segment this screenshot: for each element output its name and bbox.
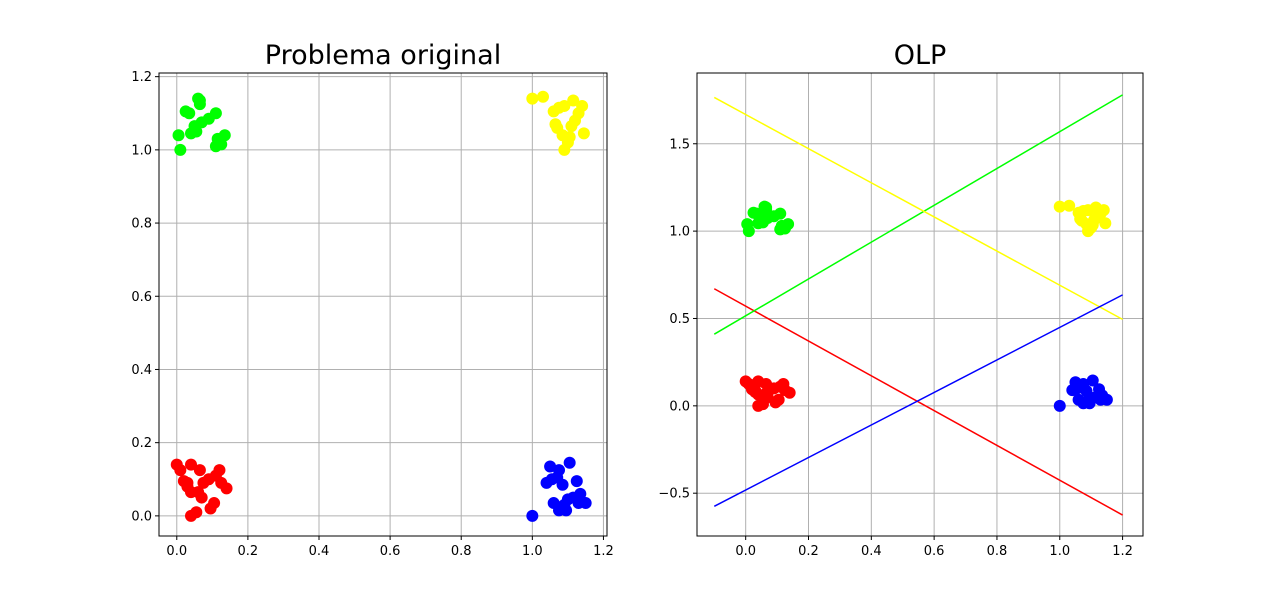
- data-point: [1075, 381, 1088, 394]
- data-point: [193, 464, 206, 477]
- data-point: [783, 386, 796, 399]
- data-point: [560, 504, 573, 517]
- data-point: [209, 107, 222, 120]
- data-point: [760, 201, 773, 214]
- chart-title: Problema original: [265, 40, 501, 71]
- x-tick-label: 0.2: [798, 544, 819, 559]
- decision-line: [713, 294, 1123, 507]
- x-tick-label: 0.4: [861, 544, 882, 559]
- data-point: [220, 482, 233, 495]
- decision-line: [713, 94, 1123, 335]
- data-point: [558, 99, 571, 112]
- data-point: [577, 127, 590, 140]
- data-point: [526, 92, 539, 105]
- chart-title: OLP: [894, 40, 947, 71]
- data-point: [183, 107, 196, 120]
- x-tick-label: 0.6: [380, 544, 401, 559]
- data-point: [190, 125, 203, 138]
- data-point: [574, 487, 587, 500]
- chart-problema-original: 0.0 0.2 0.4 0.6 0.8 1.0 1.2 0.0 0.2 0.4 0.6 0.8 1.0 1…: [131, 40, 613, 559]
- data-point: [172, 129, 185, 142]
- y-tick-label: 1.5: [669, 137, 690, 152]
- y-tick-label: 1.0: [669, 225, 690, 240]
- x-tick-label: 1.0: [522, 544, 543, 559]
- x-tick-label: 1.0: [1049, 544, 1070, 559]
- data-point: [526, 509, 539, 522]
- data-point: [213, 464, 226, 477]
- data-point: [1097, 204, 1110, 217]
- data-point: [551, 471, 564, 484]
- y-tick-label: 0.0: [131, 509, 152, 524]
- y-tick-label: 0.8: [131, 217, 152, 232]
- data-point: [195, 491, 208, 504]
- data-point: [1063, 199, 1076, 212]
- data-point: [208, 497, 221, 510]
- x-tick-label: 1.2: [593, 544, 614, 559]
- chart-olp: 0.0 0.2 0.4 0.6 0.8 1.0 1.2 −0.5 0.0 0.5 1.0 1.5 OLP: [658, 40, 1144, 559]
- y-tick-label: 0.4: [131, 363, 152, 378]
- data-point: [185, 458, 197, 471]
- data-point: [774, 207, 787, 220]
- data-point: [174, 143, 187, 156]
- decision-line: [713, 96, 1123, 321]
- data-point: [218, 129, 231, 142]
- data-point: [1085, 221, 1098, 234]
- decision-line: [713, 288, 1123, 516]
- y-tick-label: 1.0: [131, 143, 152, 158]
- data-point: [215, 138, 228, 151]
- data-point: [537, 90, 549, 103]
- axes-frame: [158, 72, 608, 537]
- y-tick-label: 0.6: [131, 290, 152, 305]
- data-point: [576, 99, 589, 112]
- y-tick-label: 0.2: [131, 436, 152, 451]
- data-point: [190, 506, 203, 519]
- x-tick-label: 0.8: [987, 544, 1008, 559]
- data-point: [742, 225, 755, 238]
- plot-area: [713, 94, 1123, 516]
- y-tick-label: 0.0: [669, 399, 690, 414]
- data-point: [772, 393, 785, 406]
- data-point: [181, 480, 194, 493]
- x-tick-label: 0.4: [309, 544, 330, 559]
- x-tick-label: 0.0: [166, 544, 187, 559]
- y-tick-label: 1.2: [131, 70, 152, 85]
- y-tick-label: 0.5: [669, 312, 690, 327]
- data-point: [561, 136, 574, 149]
- x-tick-label: 0.2: [238, 544, 259, 559]
- data-point: [1086, 374, 1099, 387]
- x-tick-label: 1.2: [1112, 544, 1133, 559]
- data-point: [193, 94, 206, 107]
- x-tick-label: 0.6: [924, 544, 945, 559]
- data-point: [1053, 399, 1066, 412]
- data-point: [782, 218, 795, 231]
- plot-area: [170, 90, 592, 522]
- data-point: [563, 456, 576, 469]
- data-point: [579, 497, 592, 510]
- data-point: [1099, 217, 1112, 230]
- data-point: [567, 94, 580, 107]
- data-point: [570, 475, 583, 488]
- x-tick-label: 0.8: [451, 544, 472, 559]
- data-point: [1100, 393, 1113, 406]
- data-point: [174, 464, 187, 477]
- x-tick-label: 0.0: [735, 544, 756, 559]
- y-tick-label: −0.5: [658, 487, 690, 502]
- data-point: [1053, 200, 1066, 213]
- data-point: [749, 385, 762, 398]
- axes-frame: [696, 72, 1144, 537]
